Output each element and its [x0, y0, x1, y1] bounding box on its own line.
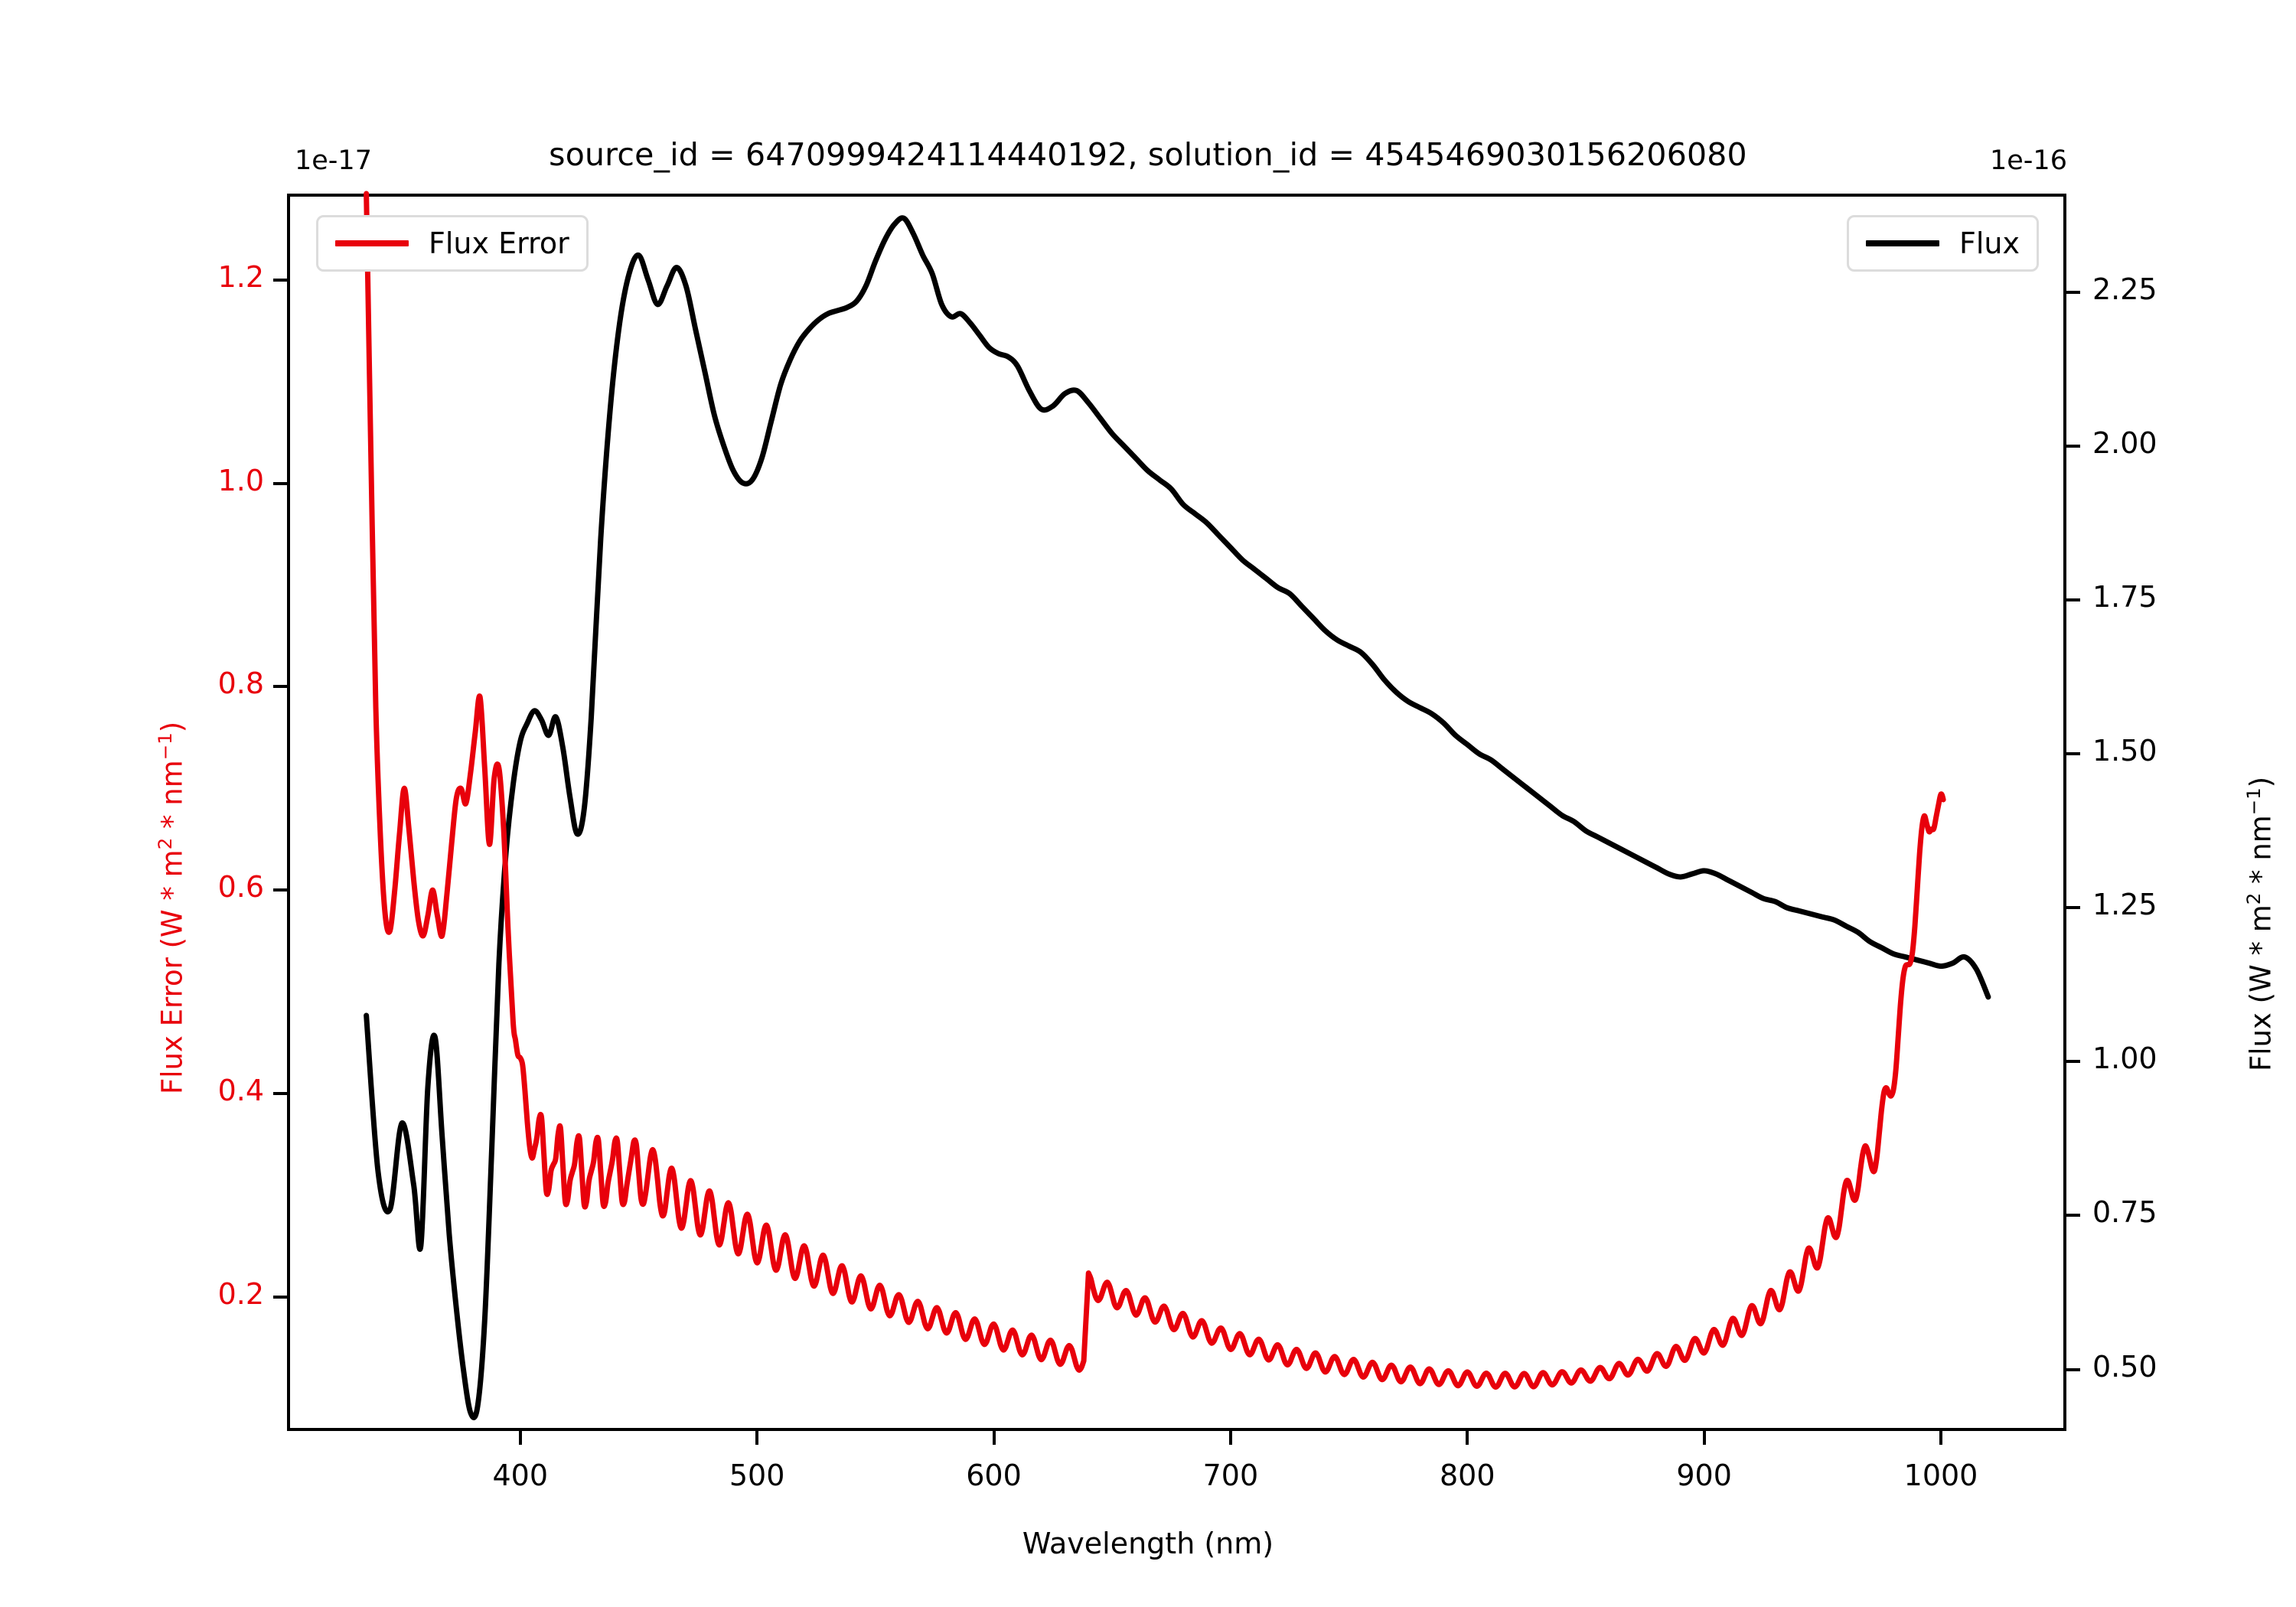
right-tick-mark [2066, 1060, 2080, 1064]
flux-line [364, 215, 1991, 1420]
plot-frame [287, 194, 2066, 1431]
x-tick-label: 900 [1676, 1459, 1732, 1492]
left-tick-mark [273, 685, 287, 689]
right-tick-mark [2066, 444, 2080, 448]
right-tick-mark [2066, 598, 2080, 601]
right-tick-label: 1.00 [2092, 1041, 2157, 1076]
left-tick-label: 1.2 [217, 259, 264, 294]
data-curves [364, 191, 1991, 1420]
flux-error-line [364, 191, 1946, 1390]
right-tick-label: 0.75 [2092, 1195, 2157, 1230]
right-tick-label: 1.50 [2092, 734, 2157, 768]
left-tick-mark [273, 481, 287, 485]
right-tick-label: 2.00 [2092, 425, 2157, 460]
x-tick-label: 1000 [1903, 1459, 1978, 1492]
x-tick-label: 400 [492, 1459, 548, 1492]
left-tick-label: 0.4 [217, 1073, 264, 1107]
right-tick-mark [2066, 1367, 2080, 1371]
left-tick-label: 1.0 [217, 463, 264, 497]
x-tick-mark [755, 1431, 759, 1445]
right-tick-mark [2066, 290, 2080, 294]
left-tick-mark [273, 1295, 287, 1299]
legend-flux[interactable]: Flux [1847, 215, 2039, 272]
right-axis-offset-text: 1e-16 [1990, 145, 2067, 176]
left-tick-label: 0.2 [217, 1276, 264, 1311]
right-tick-mark [2066, 906, 2080, 910]
legend-label-flux: Flux [1959, 227, 2020, 260]
x-tick-label: 600 [966, 1459, 1022, 1492]
x-tick-mark [1702, 1431, 1706, 1445]
right-tick-label: 0.50 [2092, 1349, 2157, 1384]
right-tick-label: 1.25 [2092, 888, 2157, 922]
chart-title: source_id = 6470999424114440192, solutio… [549, 136, 1747, 173]
x-tick-label: 500 [729, 1459, 785, 1492]
left-tick-mark [273, 888, 287, 892]
x-tick-mark [518, 1431, 522, 1445]
right-tick-mark [2066, 1214, 2080, 1217]
x-tick-mark [1939, 1431, 1943, 1445]
x-tick-label: 700 [1202, 1459, 1259, 1492]
right-axis-label: Flux (W * m2 * nm−1) [2242, 776, 2278, 1071]
left-tick-label: 0.8 [217, 667, 264, 701]
left-axis-label: Flux Error (W * m2 * nm−1) [154, 721, 189, 1094]
x-axis-label: Wavelength (nm) [1022, 1527, 1274, 1560]
right-tick-label: 1.75 [2092, 579, 2157, 614]
left-tick-mark [273, 1091, 287, 1095]
x-tick-mark [1228, 1431, 1232, 1445]
x-tick-label: 800 [1439, 1459, 1495, 1492]
legend-swatch-flux [1866, 240, 1939, 246]
left-tick-label: 0.6 [217, 870, 264, 905]
plot-area: 0.2 0.4 0.6 0.8 1.0 1.2 0.50 0.75 1.00 1.25 1.50 1… [218, 191, 2157, 1492]
legend-flux-error[interactable]: Flux Error [316, 215, 589, 272]
right-tick-label: 2.25 [2092, 272, 2157, 306]
legend-swatch-flux-error [335, 240, 409, 246]
left-tick-mark [273, 278, 287, 282]
legend-label-flux-error: Flux Error [429, 227, 569, 260]
right-tick-mark [2066, 752, 2080, 756]
x-tick-mark [1466, 1431, 1469, 1445]
x-tick-mark [992, 1431, 996, 1445]
left-axis-offset-text: 1e-17 [295, 145, 372, 176]
